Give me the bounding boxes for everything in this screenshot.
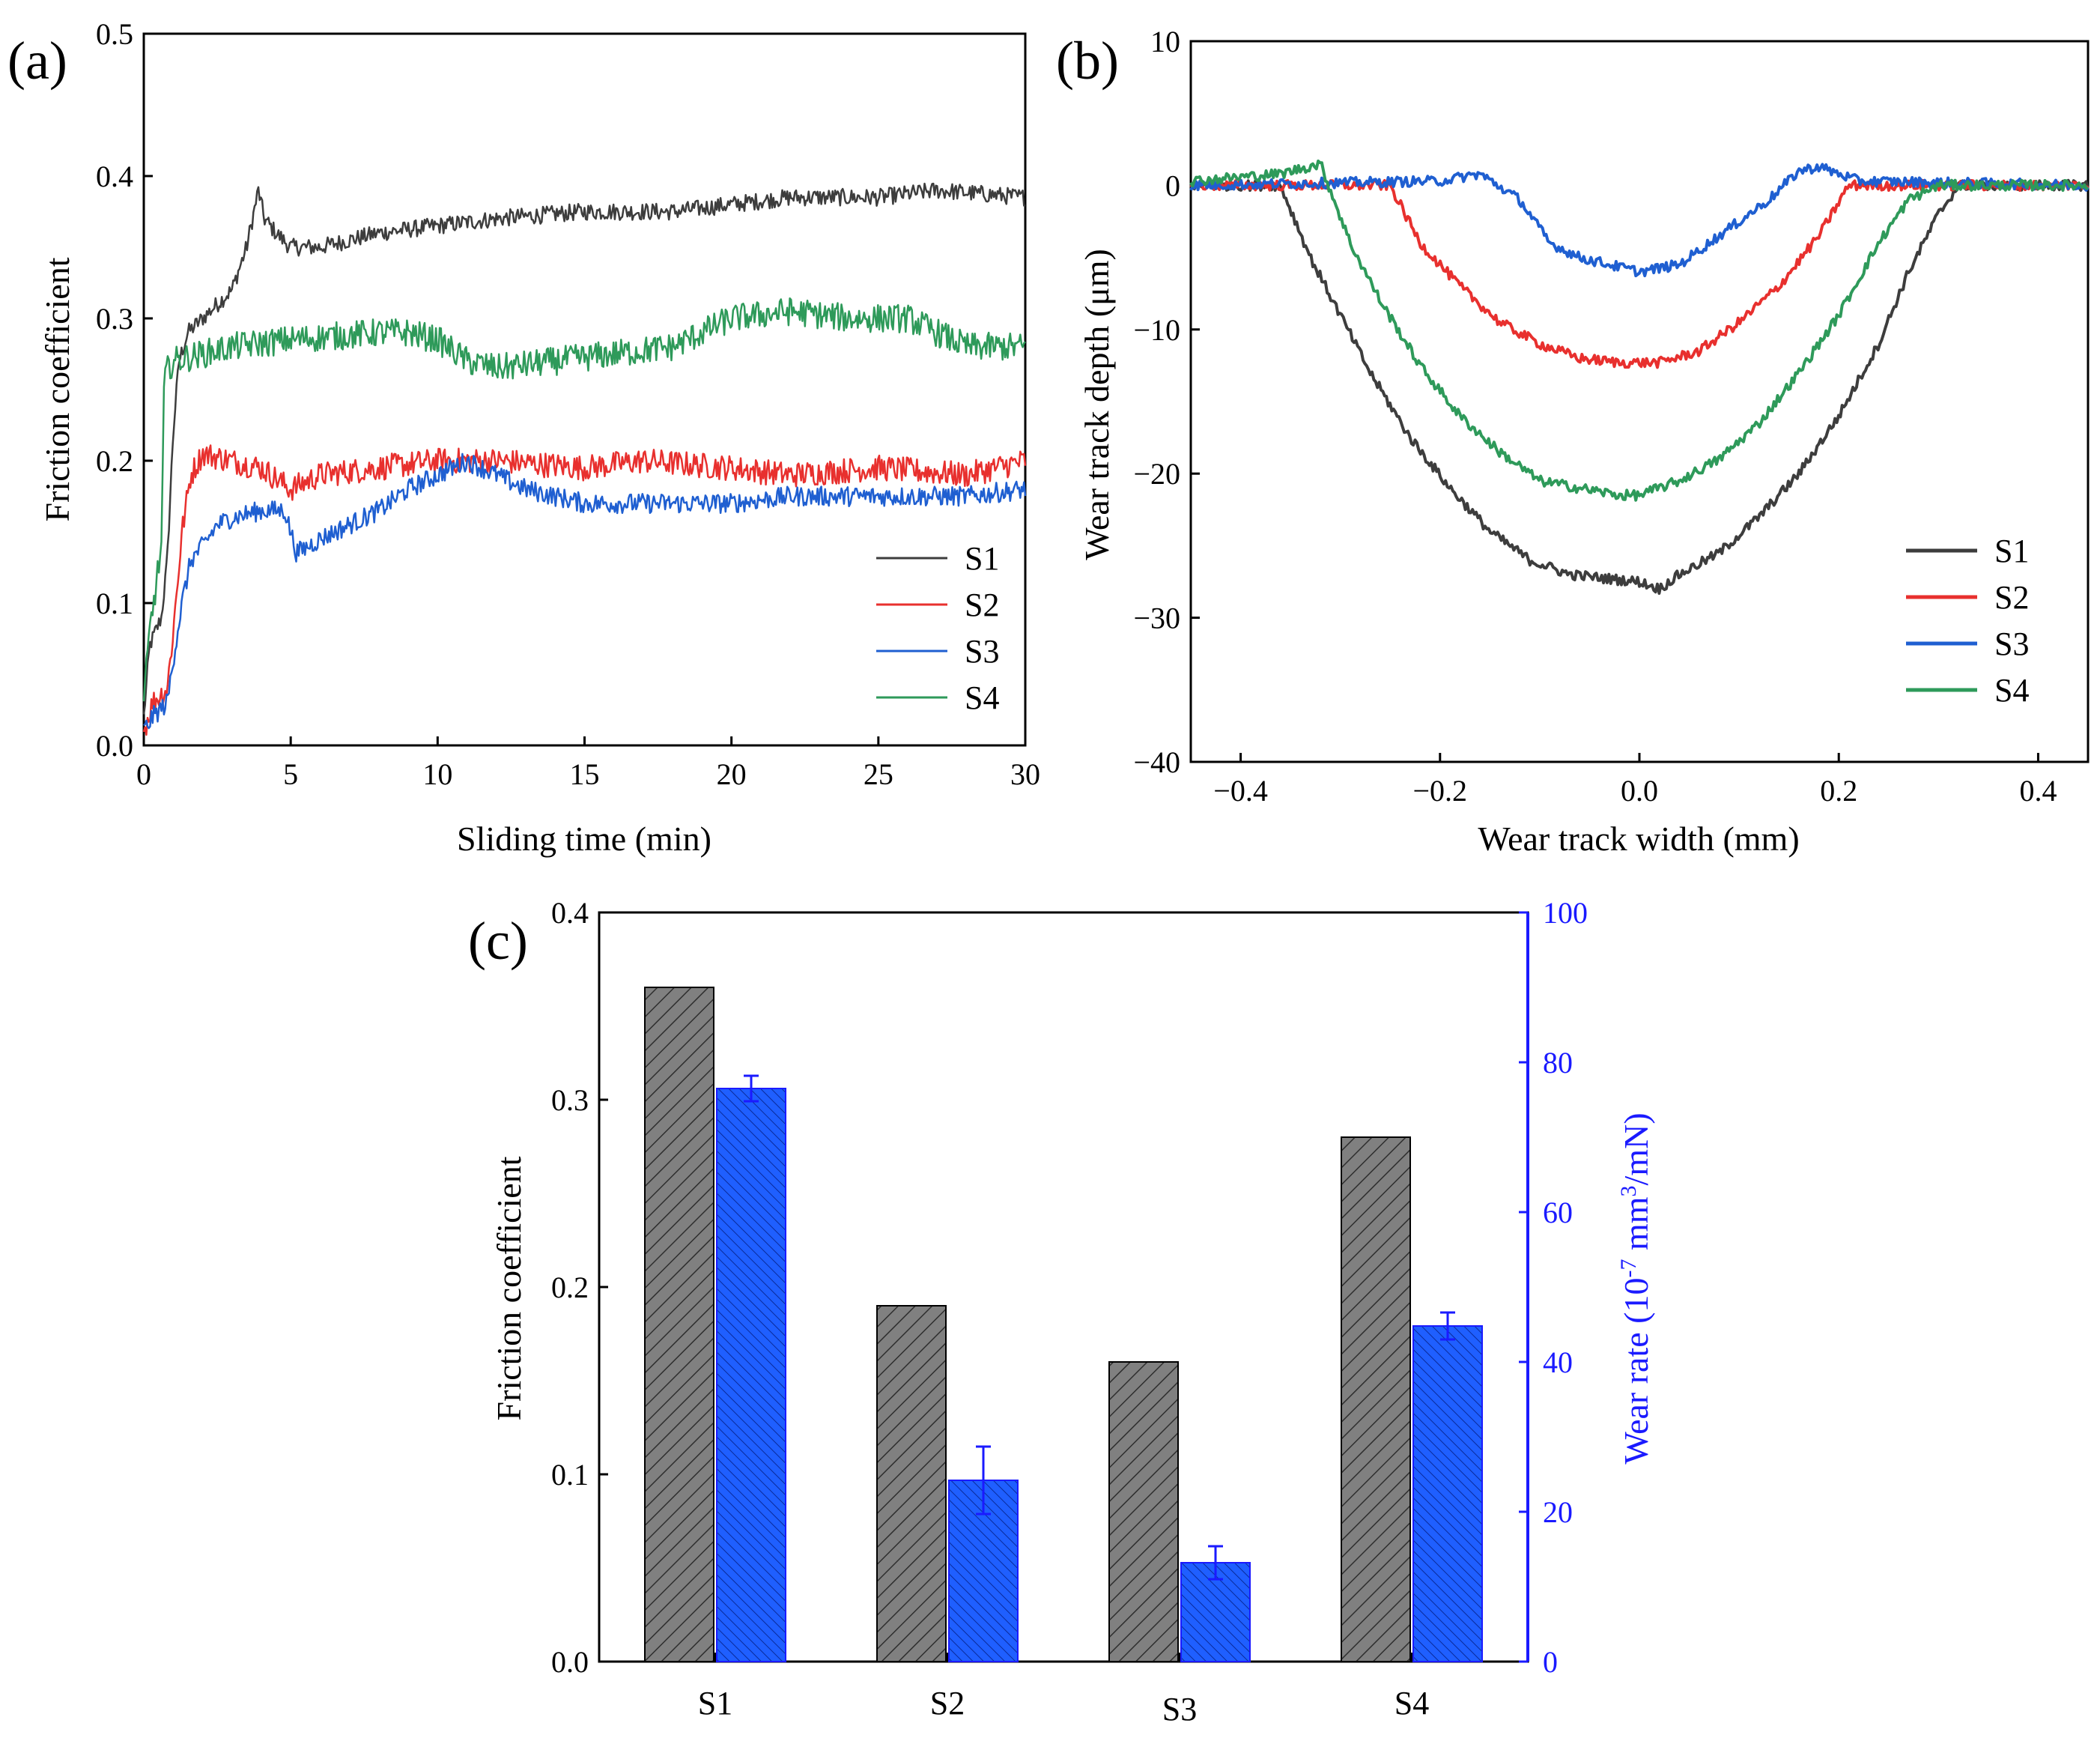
y-tick-label: 0.4 (551, 896, 589, 930)
legend-label-S4: S4 (965, 679, 999, 716)
y2label-prefix: Wear rate (10 (1617, 1278, 1655, 1465)
y-tick-label: −20 (1133, 457, 1180, 491)
panel-b-ticks: −0.4 −0.2 0.0 0.2 0.4 10 0 −10 −20 −30 −40 (1133, 25, 2057, 808)
legend-label-S3: S3 (1994, 626, 2029, 662)
y2-tick-label: 20 (1543, 1495, 1573, 1529)
y-tick-label: 0.3 (551, 1083, 589, 1117)
bar-friction-S1 (644, 987, 714, 1662)
legend-label-S1: S1 (965, 540, 999, 577)
panel-c-y2label: Wear rate (10-7 mm3/mN) (1616, 1112, 1655, 1464)
panel-b-frame (1189, 40, 2090, 763)
series-line-S4 (1189, 160, 2089, 502)
panel-a-ylabel: Friction coefficient (38, 257, 76, 521)
x-tick-label: 0.2 (1820, 774, 1857, 808)
panel-b-legend: S1 S2 S3 S4 (1906, 533, 2029, 709)
x-tick-label: 10 (422, 757, 452, 791)
y2label-suffix: /mN) (1617, 1112, 1655, 1185)
x-tick-label: −0.4 (1213, 774, 1268, 808)
panel-b-ylabel: Wear track depth (μm) (1078, 249, 1116, 560)
x-tick-label: 25 (864, 757, 893, 791)
y-tick-label: −10 (1133, 313, 1180, 347)
y-tick-label: 0.3 (96, 302, 133, 336)
series-line-S4 (142, 297, 1026, 702)
y-tick-label: 0.1 (551, 1458, 589, 1492)
panel-a-frame (142, 32, 1027, 747)
bar-wear-rate-S4 (1412, 1325, 1483, 1662)
category-label-S1: S1 (698, 1685, 732, 1722)
series-line-S3 (143, 452, 1027, 730)
panel-a-lines (142, 182, 1027, 736)
y-tick-label: 10 (1150, 25, 1180, 58)
x-tick-label: 0.4 (2019, 774, 2057, 808)
series-line-S3 (1189, 163, 2090, 278)
x-tick-label: −0.2 (1412, 774, 1467, 808)
x-tick-label: 15 (570, 757, 600, 791)
category-label-S3: S3 (1162, 1691, 1197, 1728)
panel-b-lines (1189, 160, 2090, 595)
legend-label-S1: S1 (1994, 533, 2029, 569)
panel-c-bars (644, 987, 1483, 1662)
panel-a-legend: S1 S2 S3 S4 (876, 540, 999, 716)
x-tick-label: 0 (136, 757, 151, 791)
series-line-S1 (142, 182, 1026, 715)
y-tick-label: 0.5 (96, 17, 133, 51)
y2label-exp2: 3 (1616, 1185, 1641, 1196)
bar-friction-S2 (876, 1305, 947, 1662)
bar-friction-S3 (1108, 1361, 1179, 1662)
y2-tick-label: 60 (1543, 1196, 1573, 1229)
legend-label-S4: S4 (1994, 672, 2029, 709)
y2-tick-label: 80 (1543, 1046, 1573, 1080)
y-tick-label: 0 (1165, 169, 1180, 202)
panel-c-label: (c) (468, 911, 528, 971)
panel-b-xlabel: Wear track width (mm) (1478, 820, 1799, 858)
panel-a-ticks: 0 5 10 15 20 25 30 0.0 0.1 0.2 0.3 0.4 0.5 (96, 17, 1040, 791)
y-tick-label: 0.0 (96, 729, 133, 763)
category-label-S4: S4 (1395, 1685, 1429, 1722)
x-tick-label: 0.0 (1621, 774, 1658, 808)
y2-tick-label: 40 (1543, 1345, 1573, 1379)
panel-a: (a) 0 5 10 15 20 25 30 0.0 0.1 0.2 0.3 0.4 0.5 Slidi… (7, 17, 1040, 858)
panel-a-xlabel: Sliding time (min) (457, 820, 711, 858)
bar-friction-S4 (1341, 1136, 1411, 1662)
legend-label-S2: S2 (965, 587, 999, 623)
y2-tick-label: 0 (1543, 1645, 1558, 1679)
x-tick-label: 20 (717, 757, 747, 791)
y-tick-label: −40 (1133, 745, 1180, 779)
y2label-mid: mm (1617, 1196, 1655, 1259)
bar-wear-rate-S1 (716, 1088, 786, 1662)
y2-tick-label: 100 (1543, 896, 1588, 930)
y-tick-label: 0.2 (551, 1271, 589, 1304)
y2label-exp1: -7 (1616, 1259, 1641, 1278)
y-tick-label: 0.0 (551, 1645, 589, 1679)
series-line-S2 (142, 444, 1027, 736)
panel-c-ylabel: Friction coefficient (490, 1156, 528, 1420)
panel-c-ticks: 0.0 0.1 0.2 0.3 0.4 0 20 40 60 80 100 S1 S2 S3 S4 (551, 896, 1588, 1728)
x-tick-label: 30 (1010, 757, 1040, 791)
panel-a-label: (a) (7, 31, 67, 91)
category-label-S2: S2 (930, 1685, 965, 1722)
panel-b-label: (b) (1056, 31, 1119, 91)
y-tick-label: −30 (1133, 602, 1180, 635)
legend-label-S3: S3 (965, 633, 999, 670)
legend-label-S2: S2 (1994, 579, 2029, 616)
series-line-S1 (1189, 178, 2090, 595)
y-tick-label: 0.2 (96, 444, 133, 478)
x-tick-label: 5 (283, 757, 298, 791)
panel-b: (b) −0.4 −0.2 0.0 0.2 0.4 10 0 −10 −20 −30 −40 Wea… (1056, 25, 2090, 858)
y-tick-label: 0.4 (96, 160, 133, 193)
y-tick-label: 0.1 (96, 587, 133, 620)
